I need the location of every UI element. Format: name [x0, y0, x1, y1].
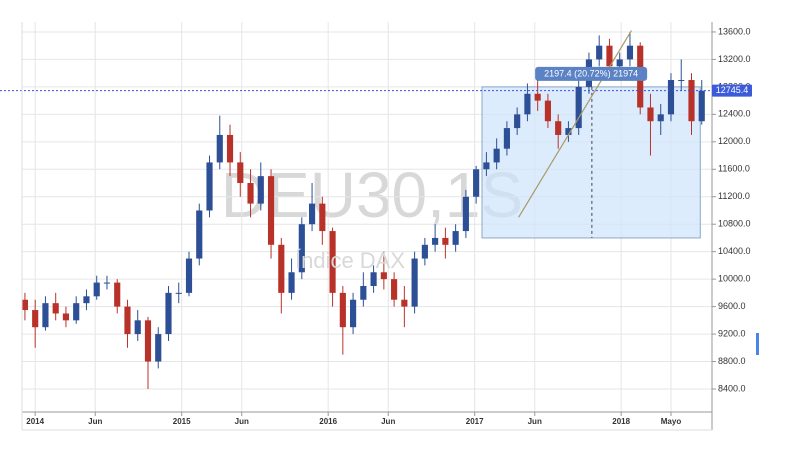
candle-body [626, 45, 634, 60]
candle-body [380, 272, 387, 280]
candle-body [247, 183, 254, 204]
candle-body [216, 134, 223, 163]
x-tick-label: 2016 [319, 417, 337, 426]
candle-body [350, 299, 357, 328]
x-tick-label: Jun [528, 417, 542, 426]
x-tick-label: 2017 [466, 417, 484, 426]
candle-body [657, 114, 664, 122]
candle-body [62, 313, 70, 321]
y-tick-label: 10000.0 [718, 274, 751, 284]
candle-body [524, 93, 531, 115]
candle-body [298, 224, 305, 273]
candle-body [175, 292, 182, 294]
candle-body [73, 303, 80, 321]
candle-body [575, 86, 582, 129]
watermark-subtitle: Índice DAX [295, 248, 405, 273]
x-tick-label: Jun [381, 417, 395, 426]
candle-body [83, 296, 90, 304]
candle-body [667, 80, 675, 115]
candle-body [103, 282, 111, 284]
y-tick-label: 8800.0 [718, 356, 746, 366]
y-tick-label: 11600.0 [718, 164, 750, 174]
candle-body [647, 107, 654, 122]
candle-body [226, 134, 234, 163]
candle-body [288, 272, 295, 293]
candle-body [391, 279, 398, 300]
candle-body [124, 306, 131, 335]
candle-body [421, 244, 428, 259]
x-tick-label: Mayo [661, 417, 682, 426]
candle-body [473, 169, 480, 197]
y-tick-label: 11200.0 [718, 191, 750, 201]
measure-box [481, 86, 701, 239]
measure-label: 2197.4 (20.72%) 21974 [544, 68, 638, 78]
candle-body [688, 80, 695, 122]
y-tick-label: 12400.0 [718, 109, 751, 119]
y-tick-label: 13200.0 [718, 54, 751, 64]
candle-body [32, 310, 39, 328]
x-tick-label: 2018 [612, 417, 630, 426]
candle-body [329, 231, 336, 293]
candle-body [616, 59, 623, 67]
y-tick-label: 9200.0 [718, 328, 746, 338]
candle-body [257, 176, 264, 204]
candle-body [185, 258, 193, 293]
candle-body [155, 334, 162, 362]
candle-body [360, 286, 367, 300]
candle-body [596, 45, 603, 60]
candle-body [442, 237, 449, 245]
candle-body [606, 45, 613, 67]
y-tick-label: 10400.0 [718, 246, 751, 256]
candle-body [206, 162, 213, 211]
candle-body [432, 237, 439, 245]
y-tick-label: 8400.0 [718, 383, 746, 393]
x-tick-label: Jun [235, 417, 249, 426]
candle-body [114, 282, 121, 307]
candle-body [401, 299, 408, 307]
candle-body [411, 258, 418, 307]
y-tick-label: 13600.0 [718, 26, 751, 36]
candle-body [267, 176, 275, 245]
candle-body [144, 320, 152, 362]
candle-body [534, 93, 541, 101]
candle-body [493, 148, 500, 163]
candle-body [452, 231, 459, 245]
x-tick-label: 2014 [26, 417, 44, 426]
last-price-label: 12745.4 [716, 85, 749, 95]
candle-body [42, 303, 49, 328]
candle-body [483, 162, 490, 170]
last-price-box [712, 84, 752, 97]
candle-body [555, 121, 562, 135]
candle-body [678, 80, 685, 82]
y-tick-label: 9600.0 [718, 301, 746, 311]
candle-body [339, 292, 346, 328]
candle-body [514, 114, 521, 129]
candle-body [134, 320, 141, 335]
candle-body [278, 244, 285, 293]
measure-label-box [535, 66, 648, 81]
trend-line [518, 30, 632, 218]
scrollbar[interactable] [756, 333, 759, 355]
x-tick-label: 2015 [173, 417, 191, 426]
y-tick-label: 10800.0 [718, 219, 751, 229]
y-tick-label: 12000.0 [718, 136, 751, 146]
candle-body [93, 282, 100, 297]
candle-body [370, 272, 377, 287]
candle-body [319, 203, 326, 232]
candle-body [565, 128, 572, 135]
candle-body [544, 100, 551, 122]
candle-body [21, 299, 29, 311]
candle-body [462, 196, 469, 232]
candle-body [503, 128, 510, 149]
candle-body [237, 162, 244, 184]
candle-body [196, 210, 203, 259]
candle-body [308, 203, 316, 225]
candle-body [165, 292, 172, 335]
candle-body [52, 303, 59, 314]
x-tick-label: Jun [88, 417, 102, 426]
plot-layer [0, 22, 712, 412]
candle-body [698, 90, 705, 122]
